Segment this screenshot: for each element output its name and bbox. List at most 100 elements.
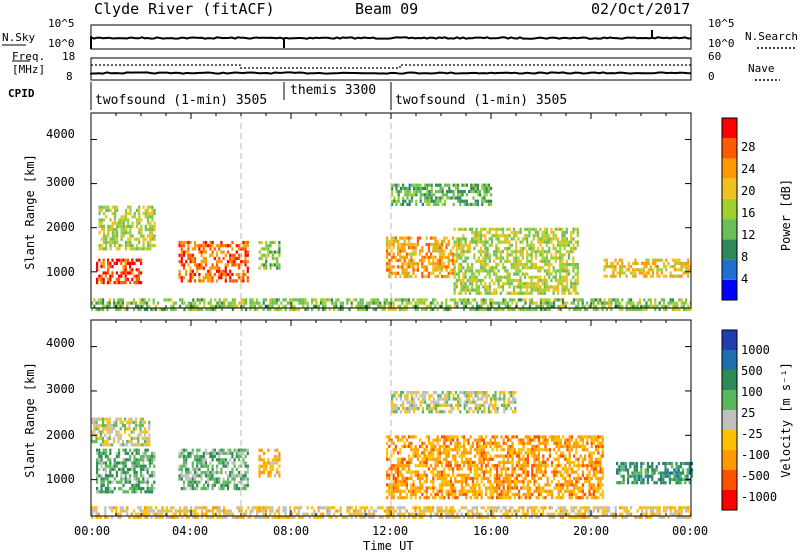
power-cell — [462, 288, 465, 292]
power-cell — [113, 304, 116, 308]
power-cell — [478, 307, 481, 312]
power-cell — [180, 244, 183, 248]
velocity-cell — [577, 473, 580, 477]
power-cell — [185, 272, 188, 277]
power-cell — [414, 242, 417, 247]
power-cell — [144, 237, 147, 241]
power-cell — [441, 190, 444, 194]
velocity-cell — [481, 410, 484, 414]
power-cell — [548, 288, 551, 292]
velocity-cell — [633, 477, 636, 482]
power-cell — [487, 186, 490, 190]
power-cell — [678, 274, 681, 278]
power-cell — [427, 255, 430, 259]
power-cell — [575, 307, 578, 312]
power-cell — [627, 307, 630, 312]
velocity-cell — [526, 486, 529, 490]
velocity-cell — [509, 483, 512, 487]
power-cell — [231, 240, 234, 245]
velocity-cell — [198, 461, 201, 465]
velocity-cell — [401, 460, 404, 465]
velocity-cell — [137, 451, 140, 455]
velocity-cell — [391, 407, 394, 411]
velocity-cell — [491, 496, 494, 500]
velocity-cell — [196, 455, 199, 459]
velocity-cell — [490, 397, 493, 401]
velocity-cell — [588, 480, 591, 484]
power-cell — [464, 227, 467, 231]
power-cell — [574, 288, 577, 292]
power-cell — [129, 281, 132, 285]
power-cell — [554, 269, 557, 273]
velocity-cell — [465, 394, 468, 398]
velocity-cell — [518, 464, 521, 468]
velocity-cell — [121, 443, 124, 447]
velocity-cell — [148, 420, 151, 424]
power-cell — [102, 231, 106, 235]
power-cell — [645, 301, 648, 305]
power-cell — [235, 272, 238, 277]
velocity-cell — [111, 474, 114, 478]
power-cell — [242, 240, 245, 245]
velocity-cell — [441, 460, 444, 465]
power-cell — [236, 304, 239, 308]
velocity-cell — [98, 458, 101, 462]
velocity-cell — [141, 430, 144, 434]
power-cell — [539, 243, 542, 247]
power-cell — [240, 307, 243, 312]
power-cell — [572, 298, 575, 302]
power-cell — [264, 298, 267, 302]
power-cell — [556, 288, 560, 292]
power-cell — [568, 307, 571, 312]
velocity-cell — [113, 477, 116, 481]
velocity-cell — [566, 441, 569, 445]
velocity-cell — [401, 476, 404, 481]
power-cell — [464, 285, 467, 289]
power-cell — [209, 244, 212, 248]
power-cell — [466, 285, 469, 289]
power-cell — [297, 307, 300, 312]
velocity-cell — [579, 444, 582, 449]
power-cell — [111, 212, 114, 216]
power-cell — [118, 274, 121, 278]
power-cell — [528, 298, 531, 302]
velocity-cell — [124, 490, 127, 494]
power-cell — [565, 250, 568, 254]
velocity-cell — [586, 464, 589, 468]
velocity-cell — [100, 474, 103, 478]
velocity-cell — [432, 391, 435, 395]
power-cell — [196, 263, 199, 267]
velocity-cell — [476, 391, 479, 395]
power-cell — [539, 269, 542, 273]
velocity-cell — [146, 436, 149, 440]
velocity-cell — [456, 448, 459, 452]
power-cell — [269, 304, 272, 308]
velocity-cell — [438, 489, 441, 493]
velocity-cell — [465, 489, 468, 493]
velocity-cell — [531, 451, 534, 455]
power-cell — [627, 301, 630, 305]
velocity-cell — [118, 448, 121, 452]
velocity-cell — [493, 444, 496, 449]
power-cell — [388, 239, 391, 243]
power-cell — [493, 272, 496, 276]
velocity-cell — [535, 444, 538, 449]
power-cell — [383, 304, 386, 308]
power-cell — [676, 268, 679, 272]
velocity-cell — [446, 391, 449, 395]
velocity-cell — [601, 454, 604, 458]
power-cell — [515, 234, 518, 238]
velocity-cell — [95, 420, 98, 424]
velocity-cell — [91, 417, 94, 421]
velocity-cell — [627, 471, 630, 475]
velocity-cell — [106, 424, 109, 428]
velocity-cell — [262, 458, 266, 462]
power-cell — [515, 262, 518, 267]
power-cell — [269, 244, 272, 248]
velocity-cell — [265, 467, 268, 471]
velocity-cell — [425, 454, 428, 458]
velocity-cell — [507, 397, 510, 401]
power-cell — [140, 218, 143, 222]
power-cell — [541, 234, 544, 238]
velocity-cell — [419, 489, 422, 493]
